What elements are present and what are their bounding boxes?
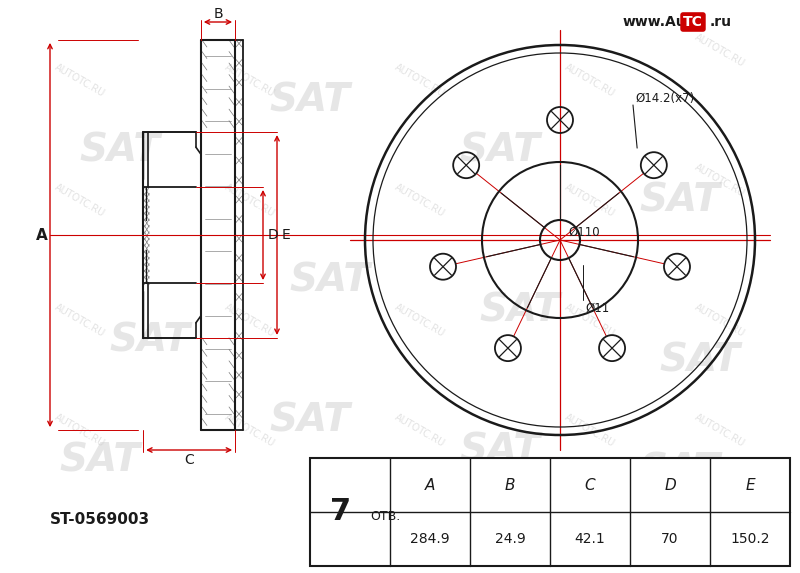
Text: C: C — [184, 453, 194, 467]
Text: Ø110: Ø110 — [568, 226, 600, 238]
Text: AUTOTC.RU: AUTOTC.RU — [393, 62, 447, 99]
Text: www.Auto: www.Auto — [623, 15, 703, 29]
Text: TC: TC — [683, 15, 703, 29]
Text: 70: 70 — [662, 532, 678, 546]
Text: AUTOTC.RU: AUTOTC.RU — [53, 62, 107, 99]
Text: 42.1: 42.1 — [574, 532, 606, 546]
Text: AUTOTC.RU: AUTOTC.RU — [563, 411, 617, 449]
Text: SAT: SAT — [459, 131, 541, 169]
Text: AUTOTC.RU: AUTOTC.RU — [563, 301, 617, 339]
Text: SAT: SAT — [459, 431, 541, 469]
Text: AUTOTC.RU: AUTOTC.RU — [563, 182, 617, 218]
Text: SAT: SAT — [270, 401, 350, 439]
Text: SAT: SAT — [110, 321, 190, 359]
Text: B: B — [213, 7, 222, 21]
Text: SAT: SAT — [659, 341, 741, 379]
Bar — [310, 458, 790, 566]
Text: AUTOTC.RU: AUTOTC.RU — [223, 411, 277, 449]
Text: D: D — [664, 477, 676, 493]
Text: A: A — [425, 477, 435, 493]
Text: A: A — [36, 227, 48, 242]
Text: SAT: SAT — [290, 261, 370, 299]
Text: SAT: SAT — [639, 181, 721, 219]
Text: 150.2: 150.2 — [730, 532, 770, 546]
Text: B: B — [505, 477, 515, 493]
Text: AUTOTC.RU: AUTOTC.RU — [53, 301, 107, 339]
Text: AUTOTC.RU: AUTOTC.RU — [393, 182, 447, 218]
Text: AUTOTC.RU: AUTOTC.RU — [223, 301, 277, 339]
Text: 7: 7 — [330, 497, 351, 527]
Text: AUTOTC.RU: AUTOTC.RU — [223, 182, 277, 218]
Text: AUTOTC.RU: AUTOTC.RU — [393, 411, 447, 449]
Text: AUTOTC.RU: AUTOTC.RU — [693, 32, 747, 68]
Text: 284.9: 284.9 — [410, 532, 450, 546]
Text: .ru: .ru — [710, 15, 732, 29]
Text: ОТВ.: ОТВ. — [370, 511, 400, 524]
Text: AUTOTC.RU: AUTOTC.RU — [563, 62, 617, 99]
Text: SAT: SAT — [79, 131, 161, 169]
Text: AUTOTC.RU: AUTOTC.RU — [393, 301, 447, 339]
Text: SAT: SAT — [639, 451, 721, 489]
Text: AUTOTC.RU: AUTOTC.RU — [223, 62, 277, 99]
Text: AUTOTC.RU: AUTOTC.RU — [53, 411, 107, 449]
Text: ST-0569003: ST-0569003 — [50, 512, 150, 528]
Text: SAT: SAT — [59, 441, 141, 479]
Text: E: E — [282, 228, 290, 242]
Text: D: D — [268, 228, 278, 242]
Text: AUTOTC.RU: AUTOTC.RU — [693, 162, 747, 198]
Text: SAT: SAT — [479, 291, 561, 329]
Text: AUTOTC.RU: AUTOTC.RU — [693, 301, 747, 339]
Text: C: C — [585, 477, 595, 493]
Text: AUTOTC.RU: AUTOTC.RU — [693, 411, 747, 449]
Text: AUTOTC.RU: AUTOTC.RU — [53, 182, 107, 218]
Text: Ø11: Ø11 — [585, 302, 610, 315]
Text: SAT: SAT — [270, 81, 350, 119]
Text: 24.9: 24.9 — [494, 532, 526, 546]
Text: Ø14.2(x7): Ø14.2(x7) — [635, 92, 694, 105]
Text: E: E — [745, 477, 755, 493]
